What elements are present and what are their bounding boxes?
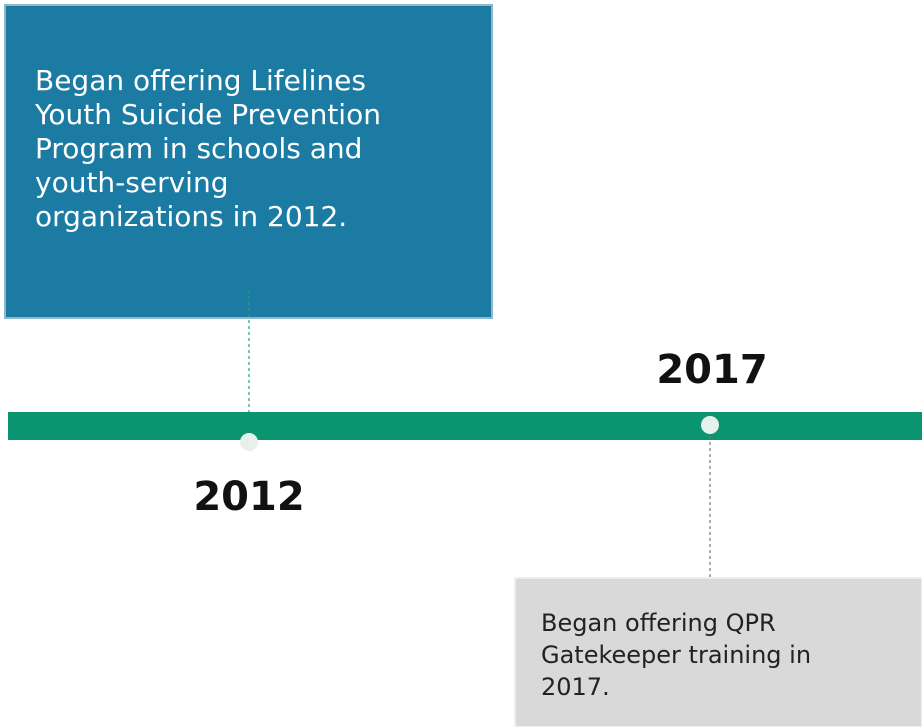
event-text: Began offering Lifelines — [35, 64, 366, 97]
event-text: 2017. — [541, 673, 610, 701]
event-box-2012 — [4, 4, 493, 319]
event-text: Youth Suicide Prevention — [34, 98, 381, 131]
event-text: organizations in 2012. — [35, 200, 347, 233]
year-label: 2017 — [656, 347, 767, 393]
year-label: 2012 — [193, 474, 304, 520]
event-text: Program in schools and — [35, 132, 362, 165]
event-text: youth-serving — [35, 166, 228, 199]
timeline-bar — [8, 412, 922, 440]
dot-2017 — [701, 416, 719, 434]
event-text: Gatekeeper training in — [541, 641, 811, 669]
event-box-2017 — [514, 577, 922, 727]
dot-2012 — [240, 433, 258, 451]
event-text: Began offering QPR — [541, 609, 776, 637]
